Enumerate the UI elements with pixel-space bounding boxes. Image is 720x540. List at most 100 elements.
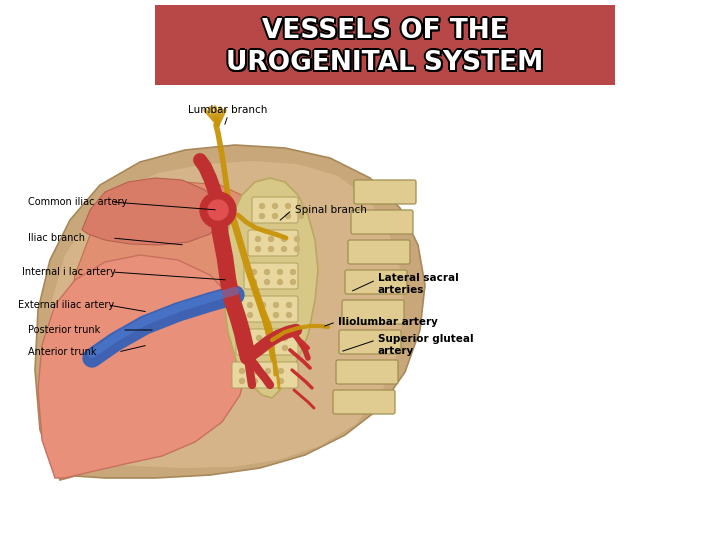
FancyBboxPatch shape bbox=[252, 197, 298, 223]
Text: VESSELS OF THE: VESSELS OF THE bbox=[262, 18, 508, 44]
FancyBboxPatch shape bbox=[339, 330, 401, 354]
Polygon shape bbox=[35, 145, 425, 480]
Circle shape bbox=[294, 237, 300, 241]
FancyBboxPatch shape bbox=[348, 240, 410, 264]
Text: Lumbar branch: Lumbar branch bbox=[189, 105, 268, 115]
Circle shape bbox=[290, 269, 295, 274]
Circle shape bbox=[277, 280, 282, 285]
Circle shape bbox=[274, 313, 279, 318]
FancyBboxPatch shape bbox=[248, 230, 298, 256]
Text: UROGENITAL SYSTEM: UROGENITAL SYSTEM bbox=[228, 50, 546, 76]
Circle shape bbox=[253, 379, 258, 383]
Circle shape bbox=[251, 269, 256, 274]
FancyBboxPatch shape bbox=[345, 270, 407, 294]
Text: VESSELS OF THE: VESSELS OF THE bbox=[264, 18, 510, 44]
Circle shape bbox=[269, 346, 274, 350]
Text: UROGENITAL SYSTEM: UROGENITAL SYSTEM bbox=[225, 49, 542, 75]
Circle shape bbox=[253, 368, 258, 374]
Circle shape bbox=[208, 200, 228, 220]
Circle shape bbox=[243, 346, 248, 350]
Circle shape bbox=[256, 237, 261, 241]
Text: VESSELS OF THE: VESSELS OF THE bbox=[261, 17, 506, 43]
Circle shape bbox=[240, 368, 245, 374]
Circle shape bbox=[251, 280, 256, 285]
Circle shape bbox=[256, 335, 261, 341]
Circle shape bbox=[286, 204, 290, 208]
Text: UROGENITAL SYSTEM: UROGENITAL SYSTEM bbox=[225, 52, 542, 78]
Text: VESSELS OF THE: VESSELS OF THE bbox=[262, 21, 508, 46]
FancyBboxPatch shape bbox=[232, 362, 298, 388]
Text: VESSELS OF THE: VESSELS OF THE bbox=[264, 17, 509, 43]
Circle shape bbox=[243, 335, 248, 341]
Text: UROGENITAL SYSTEM: UROGENITAL SYSTEM bbox=[225, 50, 541, 76]
Circle shape bbox=[282, 346, 287, 350]
FancyBboxPatch shape bbox=[155, 5, 615, 85]
Circle shape bbox=[266, 379, 271, 383]
Text: Posterior trunk: Posterior trunk bbox=[28, 325, 100, 335]
Text: VESSELS OF THE: VESSELS OF THE bbox=[261, 20, 506, 46]
Text: Internal i lac artery: Internal i lac artery bbox=[22, 267, 116, 277]
Circle shape bbox=[240, 379, 245, 383]
Circle shape bbox=[294, 246, 300, 252]
Circle shape bbox=[264, 269, 269, 274]
Circle shape bbox=[200, 192, 236, 228]
Circle shape bbox=[264, 280, 269, 285]
Circle shape bbox=[256, 246, 261, 252]
Circle shape bbox=[274, 302, 279, 307]
Circle shape bbox=[261, 302, 266, 307]
Circle shape bbox=[266, 368, 271, 374]
Text: UROGENITAL SYSTEM: UROGENITAL SYSTEM bbox=[228, 52, 545, 78]
Text: VESSELS OF THE: VESSELS OF THE bbox=[262, 16, 508, 43]
FancyBboxPatch shape bbox=[240, 296, 298, 322]
Polygon shape bbox=[38, 255, 248, 478]
Polygon shape bbox=[48, 161, 404, 470]
Circle shape bbox=[279, 368, 284, 374]
Circle shape bbox=[282, 335, 287, 341]
Polygon shape bbox=[82, 178, 222, 245]
FancyBboxPatch shape bbox=[333, 390, 395, 414]
Circle shape bbox=[272, 204, 277, 208]
Text: Iliolumbar artery: Iliolumbar artery bbox=[338, 317, 438, 327]
Text: Spinal branch: Spinal branch bbox=[295, 205, 367, 215]
FancyBboxPatch shape bbox=[351, 210, 413, 234]
Circle shape bbox=[279, 379, 284, 383]
Circle shape bbox=[277, 269, 282, 274]
Circle shape bbox=[269, 237, 274, 241]
Text: Superior gluteal
artery: Superior gluteal artery bbox=[378, 334, 474, 356]
Circle shape bbox=[272, 213, 277, 219]
Circle shape bbox=[261, 313, 266, 318]
Text: Anterior trunk: Anterior trunk bbox=[28, 347, 96, 357]
Circle shape bbox=[282, 246, 287, 252]
Circle shape bbox=[256, 346, 261, 350]
FancyBboxPatch shape bbox=[342, 300, 404, 324]
Circle shape bbox=[286, 213, 290, 219]
FancyBboxPatch shape bbox=[236, 329, 298, 355]
Circle shape bbox=[290, 280, 295, 285]
Polygon shape bbox=[222, 178, 318, 398]
Circle shape bbox=[287, 302, 292, 307]
Text: UROGENITAL SYSTEM: UROGENITAL SYSTEM bbox=[226, 50, 544, 76]
Circle shape bbox=[248, 302, 253, 307]
Circle shape bbox=[259, 213, 264, 219]
Circle shape bbox=[287, 313, 292, 318]
Text: UROGENITAL SYSTEM: UROGENITAL SYSTEM bbox=[228, 49, 545, 75]
Circle shape bbox=[248, 313, 253, 318]
Text: Iliac branch: Iliac branch bbox=[28, 233, 85, 243]
Text: VESSELS OF THE: VESSELS OF THE bbox=[260, 18, 506, 44]
FancyBboxPatch shape bbox=[336, 360, 398, 384]
FancyBboxPatch shape bbox=[244, 263, 298, 289]
Text: UROGENITAL SYSTEM: UROGENITAL SYSTEM bbox=[226, 52, 544, 78]
Circle shape bbox=[259, 204, 264, 208]
Circle shape bbox=[269, 335, 274, 341]
Text: UROGENITAL SYSTEM: UROGENITAL SYSTEM bbox=[226, 49, 544, 75]
Circle shape bbox=[299, 204, 304, 208]
Circle shape bbox=[269, 246, 274, 252]
Text: Common iliac artery: Common iliac artery bbox=[28, 197, 127, 207]
FancyBboxPatch shape bbox=[354, 180, 416, 204]
Text: VESSELS OF THE: VESSELS OF THE bbox=[264, 20, 509, 46]
Polygon shape bbox=[68, 182, 265, 370]
Text: Lateral sacral
arteries: Lateral sacral arteries bbox=[378, 273, 459, 295]
Circle shape bbox=[282, 237, 287, 241]
Circle shape bbox=[299, 213, 304, 219]
Text: External iliac artery: External iliac artery bbox=[18, 300, 114, 310]
